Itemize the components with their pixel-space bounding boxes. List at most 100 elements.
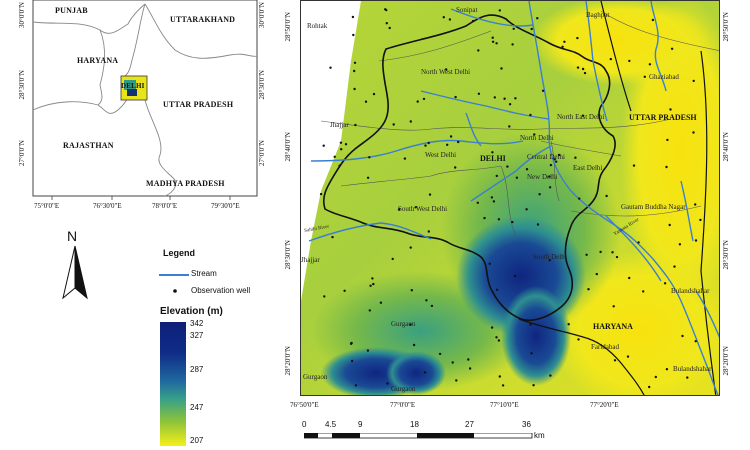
observation-well-dot bbox=[581, 114, 585, 117]
observation-well-dot bbox=[388, 26, 391, 30]
observation-well-dot bbox=[583, 71, 587, 75]
observation-well-dot bbox=[506, 165, 509, 168]
observation-well-dot bbox=[525, 168, 529, 171]
observation-well-dot bbox=[669, 108, 672, 111]
observation-well-dot bbox=[692, 131, 695, 134]
observation-well-dot bbox=[391, 257, 394, 261]
observation-well-dot bbox=[536, 17, 539, 20]
north-arrow: N bbox=[55, 228, 95, 303]
observation-well-dot bbox=[392, 123, 395, 126]
map-label-gurgaon: Gurgaon bbox=[391, 320, 416, 328]
observation-well-dot bbox=[490, 196, 494, 199]
observation-well-dot bbox=[495, 174, 498, 178]
inset-map: PUNJAB UTTARAKHAND HARYANA DELHI UTTAR P… bbox=[0, 0, 270, 215]
observation-well-dot bbox=[476, 201, 479, 204]
observation-well-dot bbox=[692, 79, 695, 83]
observation-well-dot bbox=[412, 343, 416, 347]
map-y-tick-left: 28°50'0"N bbox=[284, 12, 292, 42]
inset-label-punjab: PUNJAB bbox=[55, 6, 88, 15]
observation-well-dot bbox=[423, 371, 427, 374]
observation-well-dot bbox=[508, 125, 511, 128]
map-label-baghpat: Baghpat bbox=[586, 11, 610, 19]
observation-well-dot bbox=[490, 326, 494, 329]
observation-well-dot bbox=[340, 148, 343, 151]
map-label-north-west-delhi: North West Delhi bbox=[421, 68, 471, 76]
map-label-faridabad: Faridabad bbox=[591, 343, 619, 351]
observation-well-dot bbox=[654, 375, 657, 379]
observation-well-dot bbox=[451, 361, 454, 364]
observation-well-dot bbox=[343, 289, 346, 292]
observation-well-dot bbox=[339, 141, 343, 144]
observation-well-dot bbox=[637, 241, 640, 244]
observation-well-dot bbox=[427, 230, 430, 233]
observation-well-dot bbox=[446, 143, 449, 146]
observation-well-dot bbox=[530, 352, 533, 355]
observation-well-dot bbox=[372, 92, 376, 96]
map-label-ghaziabad: Ghaziabad bbox=[649, 73, 679, 81]
observation-well-dot bbox=[609, 57, 612, 61]
inset-map-frame bbox=[32, 0, 258, 200]
observation-well-dot bbox=[515, 176, 519, 179]
map-label-east-delhi: East Delhi bbox=[573, 164, 603, 172]
map-label-south-west-delhi: South West Delhi bbox=[398, 205, 448, 213]
scale-bar-graphic bbox=[304, 433, 533, 439]
observation-well-dot bbox=[648, 385, 651, 389]
observation-well-dot bbox=[694, 340, 697, 343]
map-label-bulandshahar: Bulandshahar bbox=[673, 365, 712, 373]
observation-well-dot bbox=[538, 193, 541, 196]
observation-well-dot bbox=[409, 323, 412, 326]
map-label-bulandshahar: Bulandshahar bbox=[671, 287, 710, 295]
observation-well-dot bbox=[529, 113, 532, 117]
observation-well-dot bbox=[651, 18, 655, 22]
observation-well-dot bbox=[512, 27, 515, 30]
observation-well-dot bbox=[508, 103, 512, 106]
observation-well-dot bbox=[548, 186, 552, 189]
district-boundaries bbox=[320, 1, 719, 395]
observation-well-dot bbox=[513, 274, 517, 278]
observation-well-dot bbox=[699, 218, 702, 222]
observation-well-dot bbox=[694, 239, 698, 242]
observation-well-dot bbox=[585, 253, 588, 256]
observation-well-dot bbox=[587, 288, 590, 291]
observation-well-dot bbox=[615, 255, 619, 259]
observation-well-dot bbox=[438, 352, 442, 356]
map-label-sonipat: Sonipat bbox=[456, 6, 478, 14]
observation-well-dot bbox=[642, 290, 645, 293]
observation-well-dot bbox=[525, 208, 528, 211]
observation-well-dot bbox=[477, 92, 481, 96]
observation-well-dot bbox=[477, 49, 480, 52]
elevation-value: 327 bbox=[190, 331, 204, 340]
observation-well-dot bbox=[553, 158, 556, 161]
observation-well-dot bbox=[501, 384, 505, 387]
observation-well-dot bbox=[536, 223, 540, 226]
observation-well-dot bbox=[576, 36, 579, 40]
well-legend-icon bbox=[173, 289, 177, 293]
observation-well-dot bbox=[416, 100, 419, 103]
observation-well-dot bbox=[663, 282, 667, 285]
map-x-tick: 77°10'0"E bbox=[490, 401, 519, 409]
observation-well-dot bbox=[495, 336, 498, 339]
observation-well-dot bbox=[632, 164, 636, 167]
observation-well-dot bbox=[353, 87, 356, 91]
observation-well-dot bbox=[673, 265, 676, 268]
inset-label-haryana: HARYANA bbox=[77, 56, 119, 65]
elevation-value: 342 bbox=[190, 319, 204, 328]
inset-x-tick: 76°30'0"E bbox=[93, 202, 122, 210]
map-label-north-east-delhi: North East Delhi bbox=[557, 113, 605, 121]
inset-state-boundaries bbox=[32, 3, 258, 197]
observation-well-dot bbox=[354, 123, 357, 127]
delhi-boundary bbox=[322, 14, 616, 322]
map-label-haryana: HARYANA bbox=[593, 322, 633, 331]
observation-well-dot bbox=[491, 151, 494, 154]
observation-well-dot bbox=[500, 67, 503, 70]
observation-well-dot bbox=[410, 289, 413, 292]
map-x-tick: 77°0'0"E bbox=[390, 401, 416, 409]
north-arrow-label: N bbox=[67, 228, 78, 244]
inset-x-tick: 78°0'0"E bbox=[152, 202, 178, 210]
scale-label: 9 bbox=[358, 420, 363, 429]
observation-well-dot bbox=[372, 282, 375, 286]
map-y-tick-left: 28°30'0"N bbox=[284, 240, 292, 270]
observation-well-dot bbox=[578, 197, 581, 200]
observation-well-dot bbox=[329, 66, 332, 69]
observation-well-dot bbox=[467, 358, 470, 361]
